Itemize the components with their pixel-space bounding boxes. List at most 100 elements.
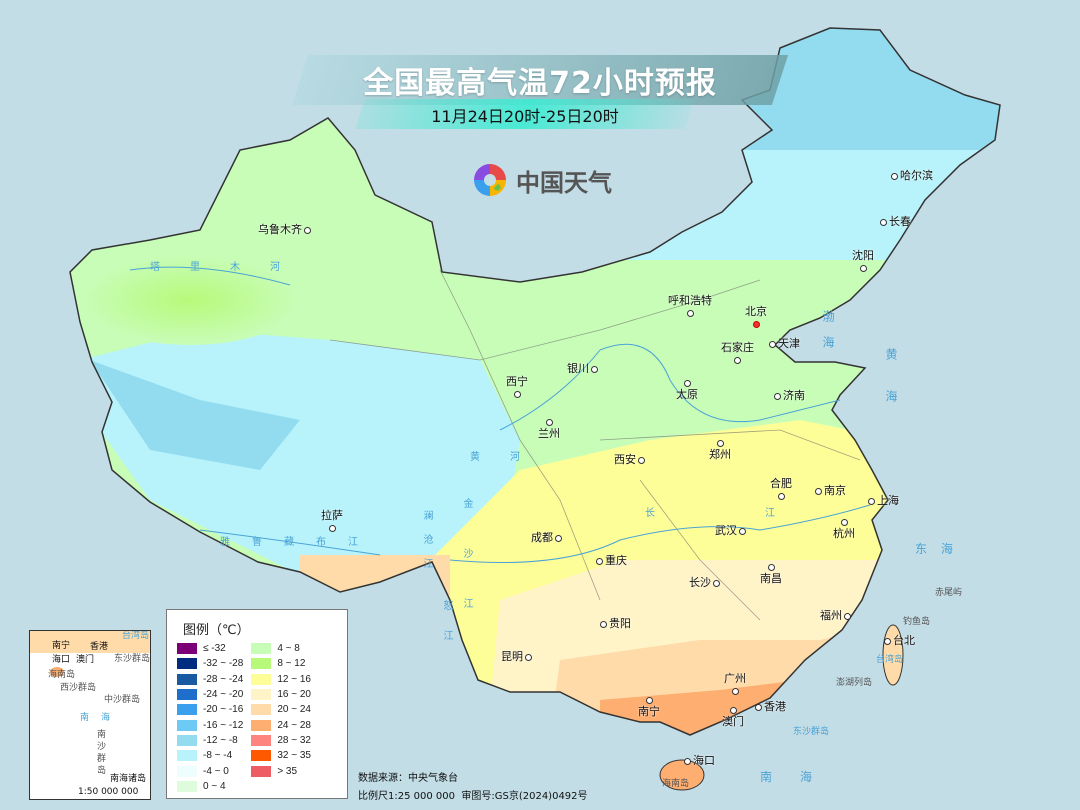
city-marker-icon: [755, 703, 762, 711]
city-21: 拉萨: [321, 510, 343, 534]
legend-label: -4 ~ 0: [203, 765, 229, 777]
inset-label: 澳门: [76, 655, 95, 665]
city-16: 南京: [813, 482, 846, 498]
river-tarim: 塔里木河: [150, 262, 310, 273]
river-yangtze: 长江: [645, 508, 885, 519]
city-label: 呼和浩特: [668, 294, 712, 307]
city-marker-icon: [591, 365, 598, 373]
inset-title: 南海诸岛: [110, 774, 147, 784]
inset-label: 中沙群岛: [104, 695, 141, 705]
map-title: 全国最高气温72小时预报: [363, 66, 717, 101]
data-source: 数据来源：中央气象台: [358, 773, 458, 784]
legend-title: 图例（℃）: [183, 623, 250, 638]
city-10: 济南: [772, 387, 805, 403]
legend-swatch: [251, 719, 272, 731]
city-marker-icon: [769, 340, 776, 348]
city-33: 海口: [682, 752, 715, 768]
legend-label: 20 ~ 24: [277, 704, 311, 716]
city-1: 哈尔滨: [889, 167, 933, 183]
city-marker-icon: [328, 524, 336, 532]
inset-label: 东沙群岛: [114, 654, 151, 664]
city-marker-icon: [752, 320, 760, 328]
city-marker-icon: [891, 172, 898, 180]
inset-label: 南沙群岛: [95, 729, 105, 777]
city-7: 石家庄: [721, 342, 754, 366]
city-marker-icon: [868, 497, 875, 505]
city-30: 广州: [724, 673, 746, 697]
river-nu: 怒江: [441, 600, 452, 660]
city-marker-icon: [600, 620, 607, 628]
city-marker-icon: [884, 637, 891, 645]
legend-item: -4 ~ 0: [177, 764, 243, 777]
city-label: 石家庄: [721, 341, 754, 354]
map-scale: 比例尺1:25 000 000: [358, 791, 455, 802]
city-26: 贵阳: [598, 615, 631, 631]
legend-swatch: [177, 719, 197, 731]
inset-label: 海南岛: [48, 670, 76, 680]
city-label: 武汉: [715, 524, 737, 537]
legend-item: -24 ~ -20: [177, 688, 243, 701]
city-4: 呼和浩特: [668, 295, 712, 319]
legend-label: 0 ~ 4: [203, 780, 226, 792]
city-marker-icon: [739, 527, 746, 535]
city-marker-icon: [596, 557, 603, 565]
city-marker-icon: [645, 696, 653, 704]
city-marker-icon: [729, 706, 737, 714]
legend-label: > 35: [277, 765, 298, 777]
inset-scale: 1:50 000 000: [78, 787, 139, 797]
city-label: 贵阳: [609, 617, 631, 630]
review-number: 审图号:GS京(2024)0492号: [461, 791, 588, 802]
city-label: 北京: [745, 305, 767, 318]
city-9: 太原: [676, 377, 698, 401]
china-weather-logo: 中国天气: [470, 160, 612, 200]
inset-label: 台湾岛: [122, 631, 150, 641]
legend-label: -8 ~ -4: [203, 750, 233, 762]
city-marker-icon: [555, 534, 562, 542]
city-marker-icon: [686, 309, 694, 317]
logo-text: 中国天气: [516, 168, 612, 197]
city-0: 乌鲁木齐: [258, 221, 313, 237]
legend-item: -28 ~ -24: [177, 673, 243, 686]
city-32: 澳门: [722, 704, 744, 728]
legend-swatch: [251, 673, 272, 685]
city-marker-icon: [859, 264, 867, 272]
legend-label: -28 ~ -24: [203, 673, 244, 685]
city-5: 北京: [745, 306, 767, 330]
city-8: 银川: [567, 360, 600, 376]
city-25: 福州: [820, 607, 853, 623]
legend-item: 12 ~ 16: [251, 673, 311, 686]
legend-item: -16 ~ -12: [177, 718, 243, 731]
city-marker-icon: [545, 418, 553, 426]
city-15: 合肥: [770, 478, 792, 502]
city-29: 南宁: [638, 694, 660, 718]
legend-swatch: [177, 643, 197, 655]
legend-item: 8 ~ 12: [251, 657, 311, 670]
city-label: 西宁: [506, 375, 528, 388]
legend-label: 16 ~ 20: [277, 689, 311, 701]
city-label: 西安: [614, 453, 636, 466]
inset-label: 海口: [52, 655, 71, 665]
city-label: 拉萨: [321, 509, 343, 522]
legend-label: 12 ~ 16: [277, 673, 311, 685]
river-yellow: 黄河: [470, 452, 550, 463]
china-weather-swirl-logo-icon: [474, 164, 506, 196]
city-label: 昆明: [501, 650, 523, 663]
legend-label: ≤ -32: [203, 643, 226, 655]
city-18: 成都: [531, 529, 564, 545]
city-19: 武汉: [715, 522, 748, 538]
island-label: 台湾岛: [876, 655, 904, 665]
river-jinsha: 金沙江: [461, 498, 472, 648]
city-label: 澳门: [722, 715, 744, 728]
legend-item: 16 ~ 20: [251, 688, 311, 701]
city-17: 上海: [866, 492, 899, 508]
city-label: 哈尔滨: [900, 169, 933, 182]
island-label: 海南岛: [662, 779, 690, 789]
city-label: 长春: [889, 215, 911, 228]
city-label: 杭州: [833, 527, 855, 540]
city-2: 长春: [878, 213, 911, 229]
scale-and-review: 比例尺1:25 000 000 审图号:GS京(2024)0492号: [358, 787, 588, 802]
city-14: 西安: [614, 451, 647, 467]
city-marker-icon: [774, 392, 781, 400]
city-marker-icon: [767, 563, 775, 571]
